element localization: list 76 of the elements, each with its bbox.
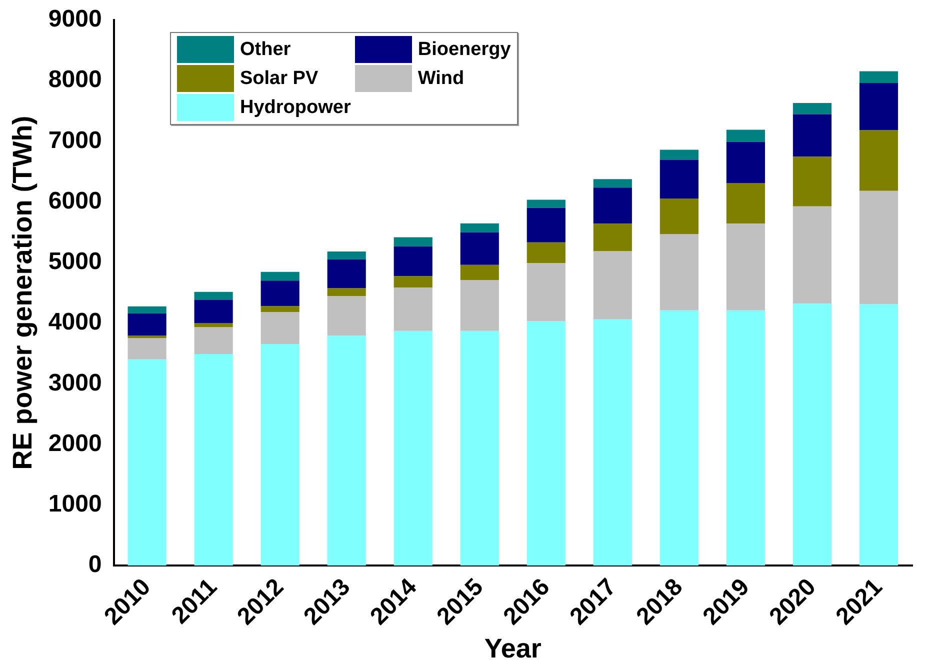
bar xyxy=(460,330,499,566)
legend-label: Bioenergy xyxy=(418,38,511,60)
y-tick-label: 4000 xyxy=(48,308,102,336)
bar xyxy=(194,327,233,354)
bar xyxy=(526,208,566,242)
bar xyxy=(128,338,166,360)
bar xyxy=(593,179,632,188)
bar xyxy=(526,263,566,322)
bar xyxy=(128,359,166,566)
bar xyxy=(792,114,832,157)
bar xyxy=(660,310,698,566)
bar xyxy=(260,280,300,306)
legend-label: Wind xyxy=(418,68,464,90)
bar xyxy=(660,234,698,310)
bar xyxy=(128,313,166,336)
bar xyxy=(327,296,366,336)
bar xyxy=(792,103,832,114)
bar xyxy=(260,306,300,312)
bar xyxy=(726,310,765,566)
bar xyxy=(526,321,566,566)
legend-label: Other xyxy=(240,38,291,60)
bar xyxy=(726,183,765,224)
bar xyxy=(194,300,233,324)
x-axis-title: Year xyxy=(484,633,542,664)
bar xyxy=(660,160,698,198)
bar xyxy=(394,246,432,276)
bar xyxy=(260,272,300,281)
bar xyxy=(792,206,832,304)
bar xyxy=(526,200,566,208)
bar xyxy=(859,304,898,566)
bar xyxy=(593,251,632,320)
legend-label: Solar PV xyxy=(240,68,318,90)
bar xyxy=(660,198,698,234)
bar xyxy=(792,156,832,206)
bar xyxy=(260,344,300,566)
y-tick-label: 8000 xyxy=(48,66,102,94)
bar xyxy=(859,83,898,130)
bar xyxy=(460,264,499,280)
bar xyxy=(327,288,366,296)
bar xyxy=(327,259,366,288)
y-tick-label: 9000 xyxy=(48,6,102,33)
bar xyxy=(327,252,366,260)
legend-label: Hydropower xyxy=(240,96,351,118)
bar xyxy=(859,190,898,304)
bar xyxy=(194,323,233,328)
y-tick-label: 7000 xyxy=(48,126,102,154)
bar xyxy=(593,224,632,252)
bar xyxy=(394,276,432,288)
bar xyxy=(460,280,499,331)
bar xyxy=(859,71,898,84)
bar xyxy=(460,223,499,232)
bar xyxy=(726,224,765,310)
bar xyxy=(194,292,233,300)
y-tick-label: 3000 xyxy=(48,369,102,396)
bar xyxy=(128,306,166,314)
y-tick-label: 2000 xyxy=(48,430,102,457)
y-axis-title: RE power generation (TWh) xyxy=(8,116,38,470)
y-tick-label: 5000 xyxy=(48,248,102,276)
bar xyxy=(460,232,499,265)
bar xyxy=(726,130,765,142)
bar xyxy=(526,242,566,264)
bar xyxy=(260,312,300,344)
bar xyxy=(593,319,632,566)
bar xyxy=(593,188,632,224)
bar xyxy=(394,288,432,331)
bar xyxy=(859,130,898,191)
bar xyxy=(194,354,233,566)
bar xyxy=(792,304,832,566)
y-tick-label: 6000 xyxy=(48,187,102,214)
bar xyxy=(327,336,366,566)
bar xyxy=(394,330,432,566)
y-tick-label: 0 xyxy=(88,551,102,578)
bar xyxy=(394,237,432,246)
bar xyxy=(660,150,698,160)
y-tick-label: 1000 xyxy=(48,490,102,518)
bar xyxy=(726,142,765,184)
